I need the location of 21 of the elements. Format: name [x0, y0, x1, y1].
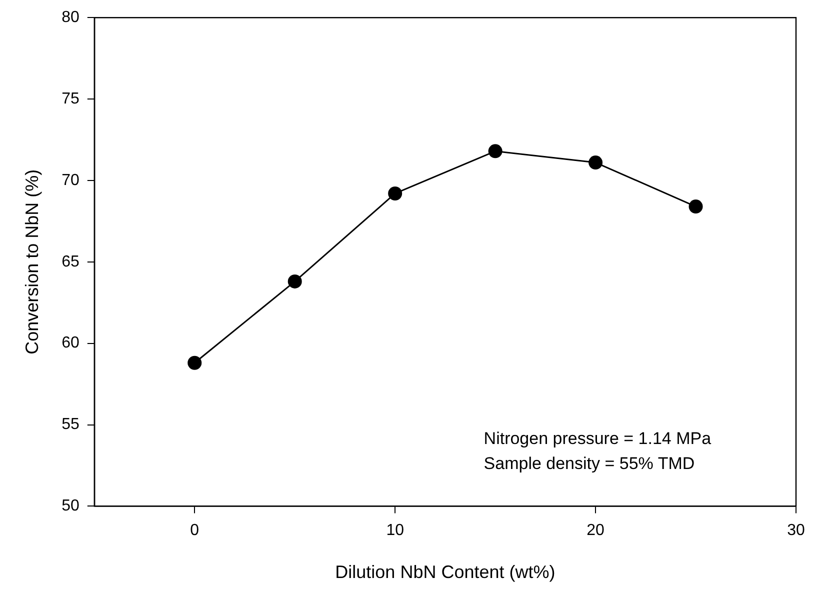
- y-tick-label: 80: [62, 9, 80, 26]
- x-tick-label: 20: [586, 522, 605, 540]
- x-tick-label: 30: [787, 522, 805, 540]
- y-tick-label: 60: [62, 334, 80, 352]
- annotation: Nitrogen pressure = 1.14 MPa: [484, 429, 712, 448]
- x-tick-label: 0: [190, 522, 200, 540]
- point: [388, 186, 402, 200]
- point: [288, 274, 302, 288]
- y-tick-label: 55: [62, 416, 80, 434]
- y-axis-title: Conversion to NbN (%): [22, 169, 42, 354]
- x-tick-label: 10: [386, 522, 404, 540]
- y-tick-label: 65: [62, 253, 80, 270]
- point: [588, 156, 603, 170]
- y-tick-label: 70: [62, 172, 80, 189]
- point: [188, 356, 202, 370]
- y-tick-label: 50: [62, 498, 80, 515]
- point: [488, 144, 502, 158]
- y-tick-label: 75: [62, 90, 80, 108]
- point: [688, 200, 703, 214]
- x-axis-title: Dilution NbN Content (wt%): [335, 562, 556, 582]
- annotation: Sample density = 55% TMD: [484, 454, 695, 474]
